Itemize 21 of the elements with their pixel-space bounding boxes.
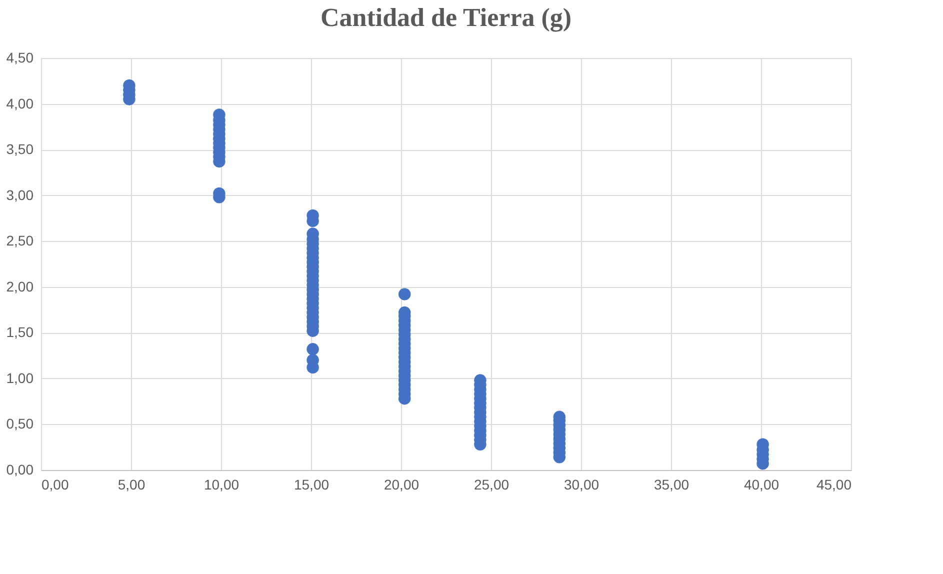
y-tick-label: 0,50 <box>6 416 34 432</box>
x-tick-label: 40,00 <box>744 476 780 492</box>
y-tick-label: 2,50 <box>6 232 34 249</box>
x-tick-label: 25,00 <box>474 476 510 492</box>
y-tick-label: 1,00 <box>6 370 34 386</box>
y-tick-label: 4,00 <box>6 95 34 112</box>
y-tick-label: 2,00 <box>6 278 34 294</box>
y-tick-label: 0,00 <box>6 462 34 478</box>
x-tick-label: 20,00 <box>384 476 420 492</box>
x-tick-label: 35,00 <box>654 476 690 492</box>
x-tick-label: 15,00 <box>294 476 330 492</box>
x-tick-label: 30,00 <box>564 476 600 492</box>
x-tick-label: 5,00 <box>118 476 146 492</box>
x-tick-label: 10,00 <box>204 476 240 492</box>
chart-title: Cantidad de Tierra (g) <box>320 3 572 32</box>
x-tick-label: 0,00 <box>42 476 69 492</box>
y-tick-label: 3,00 <box>6 186 34 203</box>
y-tick-label: 1,50 <box>6 324 34 340</box>
y-tick-label: 3,50 <box>6 141 34 158</box>
y-tick-label: 4,50 <box>6 50 34 66</box>
x-tick-label: 45,00 <box>816 476 852 492</box>
